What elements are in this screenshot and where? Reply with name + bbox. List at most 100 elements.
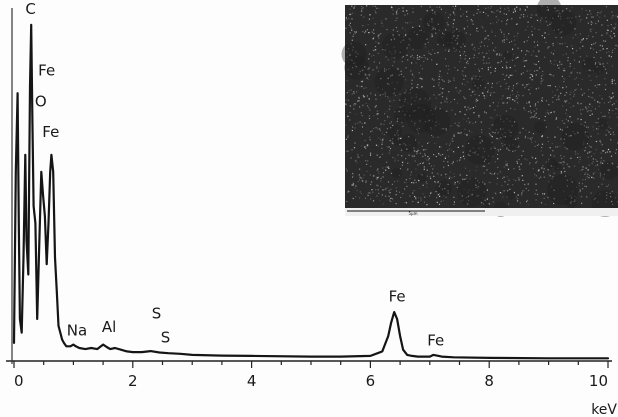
spectrum-point [381, 350, 383, 352]
spectrum-point [47, 222, 50, 224]
spectrum-point [13, 342, 15, 344]
x-tick-label: 0 [14, 372, 24, 390]
spectrum-point [221, 355, 223, 357]
peak-label: Fe [42, 123, 59, 141]
spectrum-point [57, 325, 60, 327]
spectrum-point [402, 349, 404, 351]
peak-label: C [25, 0, 35, 18]
peak-label: Fe [38, 62, 55, 80]
spectrum-point [132, 351, 134, 353]
spectrum-point [17, 92, 19, 94]
spectrum-point [34, 222, 37, 224]
spectrum-point [30, 24, 32, 26]
spectrum-point [75, 345, 77, 347]
spectrum-point [114, 347, 116, 349]
inset-background [345, 5, 618, 210]
peak-label: Fe [427, 332, 444, 350]
x-tick-label: 8 [484, 372, 494, 390]
x-unit-label: keV [591, 402, 617, 417]
spectrum-point [56, 291, 58, 293]
peak-label: Na [67, 321, 87, 339]
spectrum-point [33, 205, 35, 207]
spectrum-point [126, 350, 128, 352]
spectrum-point [548, 357, 550, 359]
spectrum-point [36, 318, 38, 320]
spectrum-point [52, 171, 54, 173]
spectrum-point [158, 351, 161, 354]
spectrum-point [167, 352, 169, 354]
peak-label: S [152, 304, 162, 322]
spectrum-point [27, 273, 29, 276]
spectrum-point [141, 351, 143, 353]
spectrum-point [453, 356, 455, 358]
spectrum-point [84, 348, 86, 350]
peak-labels: C Fe O Fe Na Al SS Fe Fe [25, 0, 444, 350]
x-tick-label: 2 [128, 372, 138, 390]
spectrum-point [441, 356, 443, 358]
spectrum-point [488, 357, 490, 359]
spectrum-point [429, 356, 431, 358]
spectrum-point [393, 311, 395, 313]
spectrum-point [65, 345, 67, 347]
spectrum-line-layer [12, 23, 610, 360]
peak-label: O [35, 92, 47, 110]
spectrum-point [69, 345, 71, 347]
spectrum-point [72, 344, 74, 346]
spectrum-point [15, 171, 17, 173]
spectrum-point [340, 356, 342, 358]
spectrum-point [310, 356, 312, 358]
sem-image-inset: 5µm [341, 0, 618, 217]
x-tick-label: 10 [589, 372, 608, 390]
spectrum-point [120, 349, 122, 351]
spectrum-point [106, 346, 108, 348]
spectrum-point [19, 318, 21, 320]
spectrum-point [102, 344, 104, 346]
spectrum-point [50, 154, 53, 156]
spectrum-point [399, 335, 401, 337]
spectrum-point [42, 195, 44, 197]
spectrum-point [25, 239, 28, 241]
spectrum-point [432, 354, 434, 356]
spectrum-point [411, 355, 413, 357]
spectrum-point [31, 120, 33, 122]
spectrum-point [251, 355, 253, 357]
spectrum-point [390, 321, 392, 323]
spectrum-point [49, 171, 51, 173]
spectrum-point [90, 347, 92, 349]
spectrum-point [406, 354, 408, 356]
inset-speckle [341, 0, 618, 217]
spectrum-point [423, 356, 425, 358]
spectrum-point [29, 85, 31, 87]
spectrum-point [21, 332, 23, 334]
spectrum-point [150, 350, 152, 352]
spectrum-point [54, 256, 56, 258]
spectrum-point [417, 356, 419, 358]
spectrum-point [396, 318, 398, 320]
spectrum-point [191, 354, 193, 356]
spectrum-point [109, 348, 111, 350]
spectrum-point [96, 348, 98, 350]
spectrum-point [18, 222, 20, 224]
spectrum-point [38, 256, 40, 258]
spectrum-point [22, 256, 25, 258]
x-axis: 0 2 4 6 8 10 keV [6, 8, 617, 417]
x-tick-label: 6 [366, 372, 376, 390]
spectrum-point [46, 263, 48, 265]
x-tick-label: 4 [247, 372, 257, 390]
spectrum-point [78, 347, 80, 349]
spectrum-series-0-line [12, 23, 610, 360]
peak-label: Al [102, 318, 116, 336]
spectrum-point [61, 338, 63, 341]
inset-scale-bar-label: 5µm [409, 211, 418, 216]
spectrum-point [387, 335, 389, 337]
peak-label: S [161, 328, 171, 346]
peak-label: Fe [389, 287, 406, 305]
spectrum-point [63, 342, 65, 344]
spectrum-point [44, 215, 46, 217]
spectrum-point [436, 355, 438, 357]
spectrum-point [24, 154, 26, 156]
spectrum-point [369, 355, 371, 357]
spectrum-point [59, 332, 61, 334]
